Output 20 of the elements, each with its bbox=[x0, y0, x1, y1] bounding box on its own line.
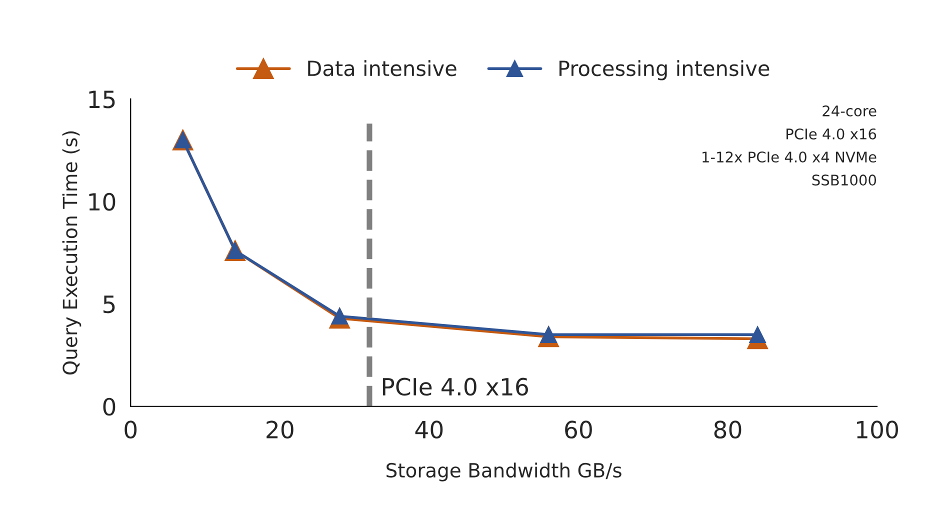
y-tick-label: 15 bbox=[89, 90, 115, 108]
x-tick-label: 0 bbox=[124, 420, 137, 439]
annotation: SSB1000 bbox=[812, 174, 876, 186]
y-tick-label: 5 bbox=[104, 296, 115, 314]
x-tick-label: 40 bbox=[415, 420, 443, 439]
legend-label: Data intensive bbox=[308, 60, 456, 76]
x-tick-label: 100 bbox=[857, 420, 898, 439]
annotation: PCIe 4.0 x16 bbox=[786, 128, 876, 140]
point bbox=[749, 326, 766, 343]
ref-line-label: PCIe 4.0 x16 bbox=[382, 378, 528, 396]
x-tick-label: 60 bbox=[565, 420, 592, 439]
annotation: 24-core bbox=[822, 105, 876, 116]
legend-label: Processing intensive bbox=[559, 60, 770, 80]
x-axis-title: Storage Bandwidth GB/s bbox=[386, 462, 622, 482]
y-tick-label: 10 bbox=[89, 192, 116, 211]
y-axis-title: Query Execution Time (s) bbox=[62, 131, 82, 375]
annotation: 1-12x PCIe 4.0 x4 NVMe bbox=[702, 152, 876, 163]
y-tick-label: 0 bbox=[103, 398, 116, 416]
x-tick-label: 20 bbox=[266, 420, 294, 439]
x-tick-label: 80 bbox=[714, 420, 742, 439]
